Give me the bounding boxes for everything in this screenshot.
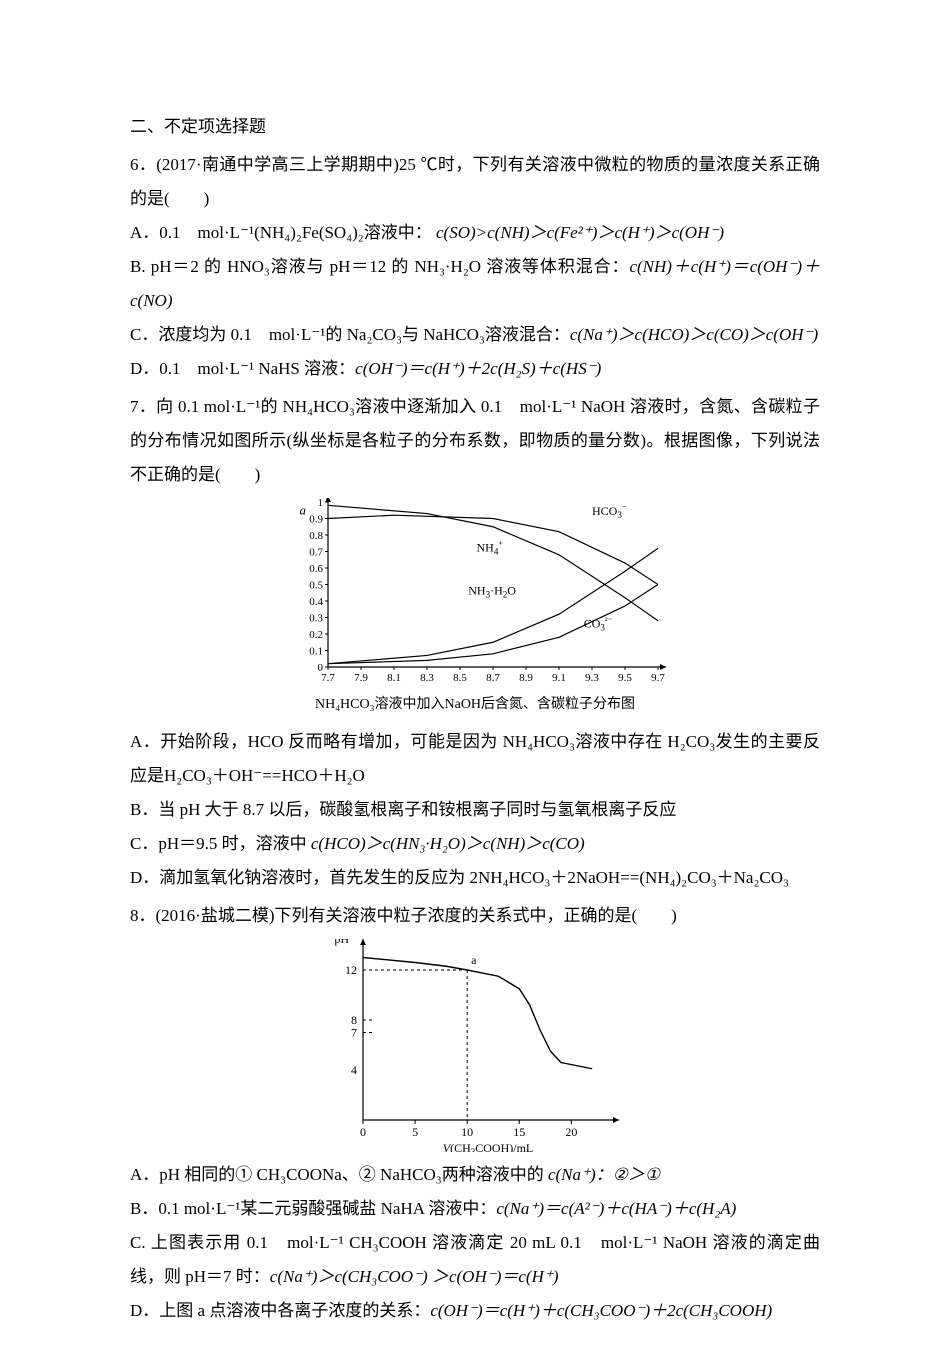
q6-opt-a-rel-1: c(NH)＞: [487, 223, 546, 242]
q8-opt-c: C. 上图表示用 0.1 mol·L⁻¹ CH₃COOH 溶液滴定 20 mL …: [130, 1226, 820, 1294]
section-title: 二、不定项选择题: [130, 110, 820, 144]
svg-text:8.1: 8.1: [387, 672, 401, 684]
svg-text:8.7: 8.7: [486, 672, 500, 684]
q7-opt-c-pre: C．pH＝9.5 时，溶液中: [130, 834, 311, 853]
svg-text:0: 0: [360, 1125, 366, 1139]
q8-opt-b: B．0.1 mol·L⁻¹某二元弱酸强碱盐 NaHA 溶液中：c(Na⁺)＝c(…: [130, 1192, 820, 1226]
svg-text:9.3: 9.3: [585, 672, 599, 684]
question-7: 7．向 0.1 mol·L⁻¹的 NH₄HCO₃溶液中逐渐加入 0.1 mol·…: [130, 390, 820, 895]
svg-text:0.7: 0.7: [309, 547, 323, 559]
svg-text:7: 7: [351, 1026, 357, 1040]
svg-text:HCO3⁻: HCO3⁻: [592, 504, 627, 520]
svg-text:0.8: 0.8: [309, 530, 323, 542]
q6-opt-c: C．浓度均为 0.1 mol·L⁻¹的 Na₂CO₃与 NaHCO₃溶液混合：c…: [130, 318, 820, 352]
svg-text:5: 5: [412, 1125, 418, 1139]
question-8: 8．(2016·盐城二模)下列有关溶液中粒子浓度的关系式中，正确的是( ) 4 7…: [130, 899, 820, 1328]
q6-opt-c-text: C．浓度均为 0.1 mol·L⁻¹的 Na₂CO₃与 NaHCO₃溶液混合：: [130, 325, 570, 344]
svg-text:0.9: 0.9: [309, 514, 323, 526]
q7-opt-c-rel: c(HCO)＞c(HN₃·H₂O)＞c(NH)＞c(CO): [311, 834, 585, 853]
svg-text:12: 12: [345, 963, 357, 977]
svg-text:9.1: 9.1: [552, 672, 566, 684]
svg-text:pH: pH: [334, 939, 349, 946]
svg-text:CO3²⁻: CO3²⁻: [583, 616, 612, 632]
q6-opt-d-rel: c(OH⁻)＝c(H⁺)＋2c(H₂S)＋c(HS⁻): [355, 359, 601, 378]
svg-text:7.9: 7.9: [354, 672, 368, 684]
q8-opt-a-rel: c(Na⁺)：②＞①: [548, 1165, 660, 1184]
svg-text:7.7: 7.7: [321, 672, 335, 684]
q6-opt-d-text: D．0.1 mol·L⁻¹ NaHS 溶液：: [130, 359, 355, 378]
q8-chart-svg: 4 78 12 0 5 10 15 20 pH V(CH3COOH)/mL a: [325, 939, 625, 1152]
q7-chart-svg: 00.10.20.30.40.50.60.70.80.91a7.77.98.18…: [283, 498, 668, 689]
q7-stem: 7．向 0.1 mol·L⁻¹的 NH₄HCO₃溶液中逐渐加入 0.1 mol·…: [130, 390, 820, 492]
svg-text:0.4: 0.4: [309, 596, 323, 608]
svg-text:a: a: [299, 502, 306, 517]
svg-text:8: 8: [351, 1013, 357, 1027]
svg-text:8.5: 8.5: [453, 672, 467, 684]
svg-text:0.1: 0.1: [309, 646, 323, 658]
q8-opt-d-pre: D．上图 a 点溶液中各离子浓度的关系：: [130, 1301, 430, 1320]
q7-caption: NH₄HCO₃溶液中加入NaOH后含氮、含碳粒子分布图: [130, 691, 820, 719]
svg-text:0.2: 0.2: [309, 629, 323, 641]
svg-text:9.7: 9.7: [651, 672, 665, 684]
q7-figure: 00.10.20.30.40.50.60.70.80.91a7.77.98.18…: [130, 498, 820, 719]
q8-figure: 4 78 12 0 5 10 15 20 pH V(CH3COOH)/mL a: [130, 939, 820, 1152]
svg-text:0.6: 0.6: [309, 563, 323, 575]
q6-opt-a-text: A．0.1 mol·L⁻¹(NH₄)₂Fe(SO₄)₂溶液中：: [130, 223, 432, 242]
svg-text:20: 20: [565, 1125, 577, 1139]
svg-text:9.5: 9.5: [618, 672, 632, 684]
q6-opt-b: B. pH＝2 的 HNO₃溶液与 pH＝12 的 NH₃·H₂O 溶液等体积混…: [130, 250, 820, 318]
q7-opt-c: C．pH＝9.5 时，溶液中 c(HCO)＞c(HN₃·H₂O)＞c(NH)＞c…: [130, 827, 820, 861]
svg-text:8.3: 8.3: [420, 672, 434, 684]
q6-opt-a-rel-3: c(H⁺)＞: [614, 223, 671, 242]
q7-opt-d: D．滴加氢氧化钠溶液时，首先发生的反应为 2NH₄HCO₃＋2NaOH==(NH…: [130, 861, 820, 895]
q8-opt-c-rel: c(Na⁺)＞c(CH₃COO⁻) ＞c(OH⁻)＝c(H⁺): [270, 1267, 559, 1286]
q8-stem: 8．(2016·盐城二模)下列有关溶液中粒子浓度的关系式中，正确的是( ): [130, 899, 820, 933]
q8-opt-d: D．上图 a 点溶液中各离子浓度的关系：c(OH⁻)＝c(H⁺)＋c(CH₃CO…: [130, 1294, 820, 1328]
q8-opt-a-pre: A．pH 相同的① CH₃COONa、② NaHCO₃两种溶液中的: [130, 1165, 548, 1184]
question-6: 6．(2017·南通中学高三上学期期中)25 ℃时，下列有关溶液中微粒的物质的量…: [130, 148, 820, 386]
svg-text:0.5: 0.5: [309, 580, 323, 592]
q8-opt-a: A．pH 相同的① CH₃COONa、② NaHCO₃两种溶液中的 c(Na⁺)…: [130, 1158, 820, 1192]
svg-text:8.9: 8.9: [519, 672, 533, 684]
svg-text:NH3·H2O: NH3·H2O: [468, 583, 516, 599]
q6-opt-a: A．0.1 mol·L⁻¹(NH₄)₂Fe(SO₄)₂溶液中： c(SO)>c(…: [130, 216, 820, 250]
svg-text:0.3: 0.3: [309, 613, 323, 625]
q6-opt-a-rel-2: c(Fe²⁺)＞: [547, 223, 615, 242]
svg-text:15: 15: [513, 1125, 525, 1139]
q6-opt-b-text: B. pH＝2 的 HNO₃溶液与 pH＝12 的 NH₃·H₂O 溶液等体积混…: [130, 257, 629, 276]
svg-text:4: 4: [351, 1063, 357, 1077]
svg-text:10: 10: [461, 1125, 473, 1139]
q6-opt-a-rel-4: c(OH⁻): [672, 223, 724, 242]
q6-opt-d: D．0.1 mol·L⁻¹ NaHS 溶液：c(OH⁻)＝c(H⁺)＋2c(H₂…: [130, 352, 820, 386]
q6-opt-a-rel-0: c(SO)>: [436, 223, 487, 242]
svg-text:V(CH3COOH)/mL: V(CH3COOH)/mL: [443, 1141, 534, 1152]
q8-opt-b-rel: c(Na⁺)＝c(A²⁻)＋c(HA⁻)＋c(H₂A): [496, 1199, 736, 1218]
q8-opt-d-rel: c(OH⁻)＝c(H⁺)＋c(CH₃COO⁻)＋2c(CH₃COOH): [430, 1301, 772, 1320]
svg-text:NH4⁺: NH4⁺: [476, 540, 503, 556]
q6-stem: 6．(2017·南通中学高三上学期期中)25 ℃时，下列有关溶液中微粒的物质的量…: [130, 148, 820, 216]
q8-opt-b-pre: B．0.1 mol·L⁻¹某二元弱酸强碱盐 NaHA 溶液中：: [130, 1199, 496, 1218]
q7-opt-b: B．当 pH 大于 8.7 以后，碳酸氢根离子和铵根离子同时与氢氧根离子反应: [130, 793, 820, 827]
q6-opt-c-rel: c(Na⁺)＞c(HCO)＞c(CO)＞c(OH⁻): [570, 325, 818, 344]
svg-text:a: a: [471, 953, 477, 967]
q7-opt-a: A．开始阶段，HCO 反而略有增加，可能是因为 NH₄HCO₃溶液中存在 H₂C…: [130, 725, 820, 793]
svg-text:1: 1: [317, 498, 323, 509]
